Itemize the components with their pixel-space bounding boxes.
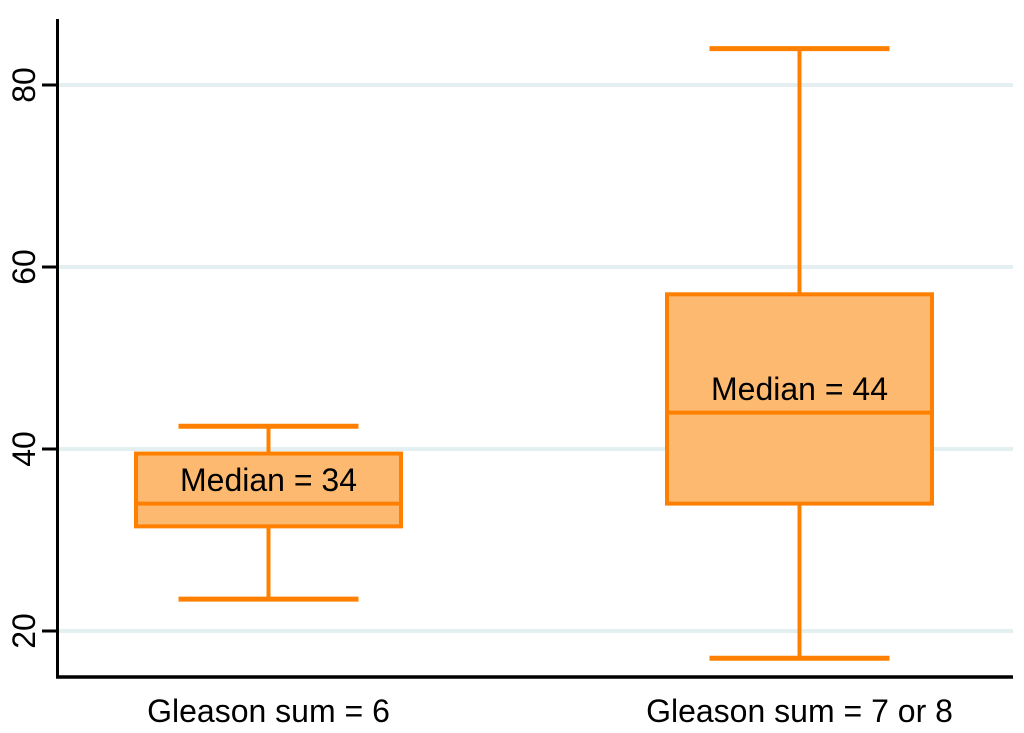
y-tick-label-40: 40 <box>6 431 42 467</box>
iqr-box <box>665 292 934 506</box>
median-annotation-group2: Median = 44 <box>710 370 889 407</box>
iqr-box <box>134 451 403 529</box>
y-tick-label-60: 60 <box>6 249 42 285</box>
x-category-label-group1: Gleason sum = 6 <box>147 693 390 729</box>
x-category-label-group2: Gleason sum = 7 or 8 <box>646 693 953 729</box>
median-annotation-group1: Median = 34 <box>179 461 358 498</box>
y-tick-label-80: 80 <box>6 67 42 103</box>
y-tick-label-20: 20 <box>6 613 42 649</box>
